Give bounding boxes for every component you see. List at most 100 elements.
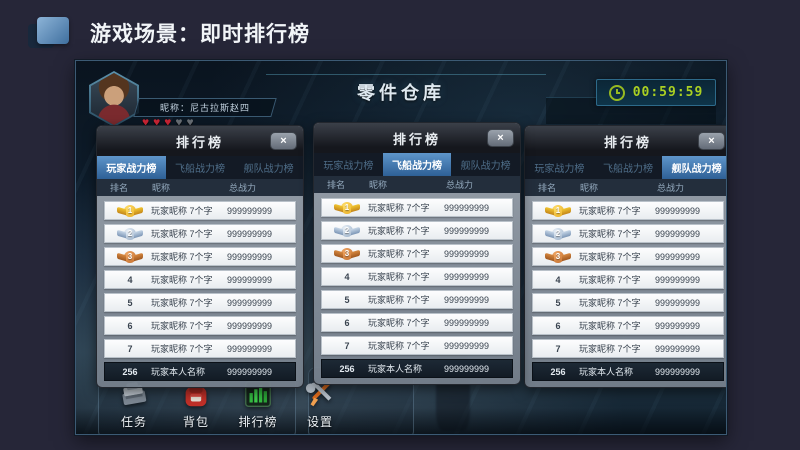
settings-icon bbox=[296, 377, 344, 411]
leaderboard-panel: 排行榜 × 玩家战力榜 飞船战力榜 舰队战力榜 排名 昵称 总战力 1 玩家昵称 7个字 9… bbox=[96, 125, 304, 388]
self-power: 999999999 bbox=[444, 363, 490, 374]
table-row[interactable]: 2 玩家昵称 7个字 999999999 bbox=[104, 224, 296, 243]
tab-bar: 玩家战力榜 飞船战力榜 舰队战力榜 bbox=[314, 153, 520, 176]
rank-cell: 6 bbox=[555, 320, 561, 331]
table-row[interactable]: 2 玩家昵称 7个字 999999999 bbox=[321, 221, 513, 240]
rank-cell: 2 bbox=[537, 227, 579, 240]
tab-2[interactable]: 舰队战力榜 bbox=[243, 164, 294, 175]
player-name: 玩家昵称 7个字 bbox=[368, 249, 430, 259]
taskbar-label: 背包 bbox=[182, 415, 209, 429]
tab-2[interactable]: 舰队战力榜 bbox=[662, 156, 726, 179]
table-row[interactable]: 6 玩家昵称 7个字 999999999 bbox=[532, 316, 724, 335]
table-row[interactable]: 3 玩家昵称 7个字 999999999 bbox=[532, 247, 724, 266]
self-name: 玩家本人名称 bbox=[368, 364, 423, 374]
power-value: 999999999 bbox=[227, 228, 273, 239]
game-screenshot: 昵称：尼古拉斯赵四 ♥ ♥ ♥ ♥ ♥ 零件仓库 00:59:59 排行榜 × 玩家战力… bbox=[75, 60, 727, 435]
power-value: 999999999 bbox=[655, 320, 701, 331]
rank-cell: 1 bbox=[537, 204, 579, 217]
table-row[interactable]: 1 玩家昵称 7个字 999999999 bbox=[532, 201, 724, 220]
power-value: 999999999 bbox=[655, 343, 701, 354]
column-header-row: 排名 昵称 总战力 bbox=[525, 179, 726, 196]
player-name: 玩家昵称 7个字 bbox=[368, 226, 430, 236]
table-row[interactable]: 1 玩家昵称 7个字 999999999 bbox=[104, 201, 296, 220]
table-row[interactable]: 5 玩家昵称 7个字 999999999 bbox=[532, 293, 724, 312]
tab-0[interactable]: 玩家战力榜 bbox=[323, 161, 374, 172]
rank-cell: 7 bbox=[555, 343, 561, 354]
table-row[interactable]: 5 玩家昵称 7个字 999999999 bbox=[104, 293, 296, 312]
player-name: 玩家昵称 7个字 bbox=[579, 206, 641, 216]
column-header: 昵称 bbox=[152, 183, 171, 193]
tab-bar: 玩家战力榜 飞船战力榜 舰队战力榜 bbox=[97, 156, 303, 179]
column-header: 总战力 bbox=[657, 183, 685, 193]
heart-icon: ♥ bbox=[175, 115, 183, 129]
tab-0[interactable]: 玩家战力榜 bbox=[97, 156, 166, 179]
table-row[interactable]: 6 玩家昵称 7个字 999999999 bbox=[321, 313, 513, 332]
tab-2[interactable]: 舰队战力榜 bbox=[460, 161, 511, 172]
power-value: 999999999 bbox=[655, 205, 701, 216]
rank-cell: 5 bbox=[555, 297, 561, 308]
rank-cell: 3 bbox=[537, 250, 579, 263]
column-header: 排名 bbox=[110, 183, 129, 193]
tab-1[interactable]: 飞船战力榜 bbox=[382, 153, 452, 176]
table-row[interactable]: 7 玩家昵称 7个字 999999999 bbox=[532, 339, 724, 358]
health-hearts: ♥ ♥ ♥ ♥ ♥ bbox=[142, 115, 194, 129]
table-row[interactable]: 3 玩家昵称 7个字 999999999 bbox=[321, 244, 513, 263]
table-row[interactable]: 4 玩家昵称 7个字 999999999 bbox=[104, 270, 296, 289]
taskbar-label: 设置 bbox=[306, 415, 333, 429]
table-row[interactable]: 6 玩家昵称 7个字 999999999 bbox=[104, 316, 296, 335]
self-power: 999999999 bbox=[227, 366, 273, 377]
column-header-row: 排名 昵称 总战力 bbox=[97, 179, 303, 196]
table-row[interactable]: 5 玩家昵称 7个字 999999999 bbox=[321, 290, 513, 309]
slide-header: 游戏场景：即时排行榜 bbox=[28, 14, 310, 52]
gold-medal-icon: 1 bbox=[124, 204, 136, 217]
player-name: 玩家昵称 7个字 bbox=[579, 321, 641, 331]
panel-title: 排行榜 bbox=[175, 134, 224, 150]
table-row[interactable]: 4 玩家昵称 7个字 999999999 bbox=[532, 270, 724, 289]
panel-header: 排行榜 × bbox=[97, 126, 303, 156]
rank-cell: 6 bbox=[127, 320, 133, 331]
bronze-medal-icon: 3 bbox=[124, 250, 136, 263]
close-button[interactable]: × bbox=[698, 132, 725, 150]
player-name: 玩家昵称 7个字 bbox=[368, 318, 430, 328]
close-button[interactable]: × bbox=[487, 129, 514, 147]
tab-0[interactable]: 玩家战力榜 bbox=[534, 164, 585, 175]
timer-value: 00:59:59 bbox=[632, 85, 704, 100]
gold-medal-icon: 1 bbox=[552, 204, 564, 217]
self-rank: 256 bbox=[550, 366, 566, 377]
power-value: 999999999 bbox=[655, 251, 701, 262]
power-value: 999999999 bbox=[444, 294, 490, 305]
table-row[interactable]: 1 玩家昵称 7个字 999999999 bbox=[321, 198, 513, 217]
clock-icon bbox=[608, 84, 625, 101]
taskbar-item-settings[interactable]: 设置 bbox=[296, 377, 344, 430]
self-name: 玩家本人名称 bbox=[151, 367, 206, 377]
tab-bar: 玩家战力榜 飞船战力榜 舰队战力榜 bbox=[525, 156, 726, 179]
player-name: 玩家昵称 7个字 bbox=[579, 344, 641, 354]
rank-cell: 4 bbox=[344, 271, 350, 282]
self-rank-row: 256 玩家本人名称 999999999 bbox=[321, 359, 513, 378]
close-button[interactable]: × bbox=[270, 132, 297, 150]
table-row[interactable]: 3 玩家昵称 7个字 999999999 bbox=[104, 247, 296, 266]
power-value: 999999999 bbox=[655, 228, 701, 239]
column-header: 排名 bbox=[327, 180, 346, 190]
leaderboard-panel: 排行榜 × 玩家战力榜 飞船战力榜 舰队战力榜 排名 昵称 总战力 1 玩家昵称 7个字 9… bbox=[313, 122, 521, 385]
self-rank-row: 256 玩家本人名称 999999999 bbox=[104, 362, 296, 381]
heart-icon: ♥ bbox=[186, 115, 194, 129]
player-name: 玩家昵称 7个字 bbox=[579, 275, 641, 285]
panel-header: 排行榜 × bbox=[314, 123, 520, 153]
power-value: 999999999 bbox=[655, 274, 701, 285]
table-row[interactable]: 2 玩家昵称 7个字 999999999 bbox=[532, 224, 724, 243]
rank-cell: 1 bbox=[109, 204, 151, 217]
table-row[interactable]: 7 玩家昵称 7个字 999999999 bbox=[321, 336, 513, 355]
rank-cell: 4 bbox=[127, 274, 133, 285]
self-rank: 256 bbox=[339, 363, 355, 374]
tab-1[interactable]: 飞船战力榜 bbox=[603, 164, 653, 175]
heart-icon: ♥ bbox=[153, 115, 161, 129]
table-row[interactable]: 7 玩家昵称 7个字 999999999 bbox=[104, 339, 296, 358]
gold-medal-icon: 1 bbox=[341, 201, 353, 214]
power-value: 999999999 bbox=[444, 317, 490, 328]
self-rank: 256 bbox=[122, 366, 138, 377]
rank-cell: 3 bbox=[109, 250, 151, 263]
table-row[interactable]: 4 玩家昵称 7个字 999999999 bbox=[321, 267, 513, 286]
tab-1[interactable]: 飞船战力榜 bbox=[175, 164, 225, 175]
heart-icon: ♥ bbox=[164, 115, 172, 129]
